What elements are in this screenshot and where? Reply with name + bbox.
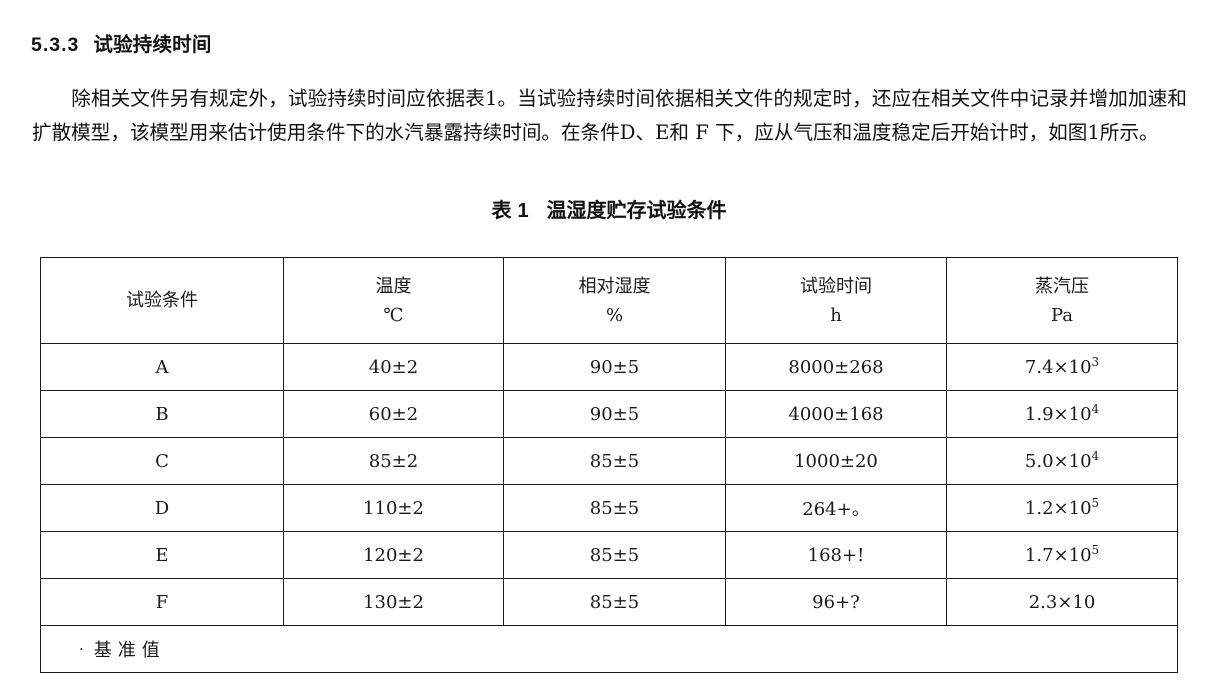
column-header-condition: 试验条件 [40, 257, 284, 344]
cell-duration: 4000±168 [725, 390, 947, 438]
cell-temperature: 40±2 [283, 343, 504, 391]
cell-temperature: 120±2 [283, 531, 504, 579]
vapor-mantissa: 2.3×10 [1028, 591, 1096, 613]
column-header-humidity-unit: % [605, 304, 624, 326]
cell-vapor-pressure: 1.9×104 [946, 390, 1178, 438]
column-header-humidity: 相对湿度 % [503, 257, 726, 344]
table-caption: 表 1 温湿度贮存试验条件 [0, 194, 1218, 223]
cell-vapor-pressure: 1.7×105 [946, 531, 1178, 579]
body-paragraph: 除相关文件另有规定外，试验持续时间应依据表1。当试验持续时间依据相关文件的规定时… [32, 86, 1187, 144]
table-caption-label: 表 [491, 200, 512, 222]
cell-duration: 1000±20 [725, 437, 947, 485]
column-header-duration: 试验时间 h [725, 257, 947, 344]
column-header-vapor-pressure-unit: Pa [1050, 304, 1074, 326]
vapor-exponent: 5 [1091, 495, 1100, 510]
vapor-mantissa: 5.0×10 [1024, 450, 1092, 472]
cell-humidity: 85±5 [503, 484, 726, 532]
cell-temperature: 110±2 [283, 484, 504, 532]
table-footnote-cell: · 基准值 [40, 625, 1178, 673]
table-caption-title: 温湿度贮存试验条件 [546, 200, 727, 222]
cell-vapor-pressure: 5.0×104 [946, 437, 1178, 485]
column-header-vapor-pressure-name: 蒸汽压 [1035, 275, 1089, 297]
table-header-row: 试验条件 温度 ℃ 相对湿度 % 试验时间 h 蒸汽压 [40, 257, 1178, 344]
table-row: C 85±2 85±5 1000±20 5.0×104 [40, 437, 1178, 485]
cell-duration: 168+! [725, 531, 947, 579]
cell-humidity: 90±5 [503, 390, 726, 438]
cell-vapor-pressure: 1.2×105 [946, 484, 1178, 532]
cell-condition: A [40, 343, 284, 391]
vapor-mantissa: 1.7×10 [1024, 544, 1092, 566]
cell-duration: 264+。 [725, 484, 947, 532]
cell-duration: 96+? [725, 578, 947, 626]
vapor-mantissa: 7.4×10 [1024, 356, 1092, 378]
cell-duration: 8000±268 [725, 343, 947, 391]
cell-vapor-pressure: 7.4×103 [946, 343, 1178, 391]
column-header-temperature: 温度 ℃ [283, 257, 504, 344]
column-header-humidity-name: 相对湿度 [578, 275, 651, 297]
section-heading: 5.3.3 试验持续时间 [31, 28, 212, 57]
vapor-exponent: 4 [1091, 401, 1100, 416]
vapor-exponent: 4 [1091, 448, 1100, 463]
vapor-mantissa: 1.9×10 [1024, 403, 1092, 425]
column-header-condition-name: 试验条件 [126, 290, 198, 311]
cell-condition: C [40, 437, 284, 485]
cell-temperature: 60±2 [283, 390, 504, 438]
column-header-temperature-name: 温度 [375, 275, 412, 297]
table-caption-number: 1 [517, 200, 529, 222]
table-footnote-text: 基准值 [93, 640, 166, 661]
column-header-vapor-pressure: 蒸汽压 Pa [946, 257, 1178, 344]
vapor-mantissa: 1.2×10 [1024, 497, 1092, 519]
test-conditions-table-wrapper: 试验条件 温度 ℃ 相对湿度 % 试验时间 h 蒸汽压 [40, 257, 1178, 673]
cell-condition: F [40, 578, 284, 626]
cell-temperature: 85±2 [283, 437, 504, 485]
cell-vapor-pressure: 2.3×10 [946, 578, 1178, 626]
table-row: F 130±2 85±5 96+? 2.3×10 [40, 578, 1178, 626]
table-row: E 120±2 85±5 168+! 1.7×105 [40, 531, 1178, 579]
cell-condition: E [40, 531, 284, 579]
cell-humidity: 90±5 [503, 343, 726, 391]
cell-temperature: 130±2 [283, 578, 504, 626]
test-conditions-table: 试验条件 温度 ℃ 相对湿度 % 试验时间 h 蒸汽压 [40, 257, 1178, 673]
table-row: D 110±2 85±5 264+。 1.2×105 [40, 484, 1178, 532]
column-header-temperature-unit: ℃ [383, 304, 404, 326]
vapor-exponent: 3 [1091, 354, 1100, 369]
cell-humidity: 85±5 [503, 437, 726, 485]
column-header-duration-name: 试验时间 [800, 275, 872, 297]
column-header-duration-unit: h [830, 304, 842, 326]
cell-humidity: 85±5 [503, 531, 726, 579]
vapor-exponent: 5 [1091, 542, 1100, 557]
table-row: B 60±2 90±5 4000±168 1.9×104 [40, 390, 1178, 438]
bullet-icon: · [79, 640, 84, 658]
cell-humidity: 85±5 [503, 578, 726, 626]
section-number: 5.3.3 [31, 33, 80, 56]
cell-condition: B [40, 390, 284, 438]
table-footnote-row: · 基准值 [40, 625, 1178, 673]
table-row: A 40±2 90±5 8000±268 7.4×103 [40, 343, 1178, 391]
cell-condition: D [40, 484, 284, 532]
section-title: 试验持续时间 [93, 33, 212, 56]
